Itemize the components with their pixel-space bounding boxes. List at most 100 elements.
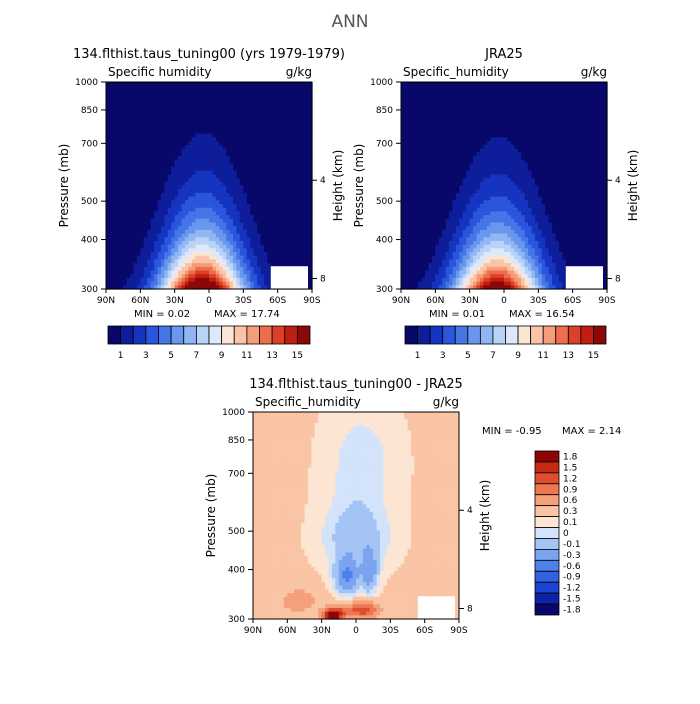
heatmap-cell <box>216 189 220 193</box>
heatmap-cell <box>425 237 429 241</box>
heatmap-cell <box>305 112 309 116</box>
heatmap-cell <box>466 267 470 271</box>
heatmap-cell <box>281 145 285 149</box>
heatmap-cell <box>401 97 405 101</box>
heatmap-cell <box>195 237 199 241</box>
heatmap-cell <box>106 193 110 197</box>
heatmap-cell <box>453 97 457 101</box>
heatmap-cell <box>261 100 265 104</box>
heatmap-cell <box>404 100 408 104</box>
heatmap-cell <box>127 230 131 234</box>
heatmap-cell <box>250 204 254 208</box>
heatmap-cell <box>274 104 278 108</box>
heatmap-cell <box>240 137 244 141</box>
heatmap-cell <box>209 89 213 93</box>
heatmap-cell <box>487 237 491 241</box>
heatmap-cell <box>130 137 134 141</box>
heatmap-cell <box>144 156 148 160</box>
heatmap-cell <box>432 104 436 108</box>
heatmap-cell <box>113 130 117 134</box>
heatmap-cell <box>182 160 186 164</box>
heatmap-cell <box>223 93 227 97</box>
heatmap-cell <box>453 189 457 193</box>
colorbar-label: 3 <box>143 351 149 361</box>
min-label: MIN = 0.02 <box>134 309 190 320</box>
heatmap-cell <box>175 219 179 223</box>
heatmap-cell <box>158 115 162 119</box>
heatmap-cell <box>477 278 481 282</box>
heatmap-cell <box>428 93 432 97</box>
heatmap-cell <box>137 149 141 153</box>
heatmap-cell <box>267 130 271 134</box>
heatmap-cell <box>127 178 131 182</box>
heatmap-cell <box>140 278 144 282</box>
heatmap-cell <box>261 271 265 275</box>
heatmap-cell <box>459 171 463 175</box>
heatmap-cell <box>158 189 162 193</box>
heatmap-cell <box>401 86 405 90</box>
heatmap-cell <box>140 112 144 116</box>
heatmap-cell <box>199 178 203 182</box>
heatmap-cell <box>267 123 271 127</box>
heatmap-cell <box>425 126 429 130</box>
heatmap-cell <box>236 200 240 204</box>
heatmap-cell <box>271 197 275 201</box>
heatmap-cell <box>154 274 158 278</box>
heatmap-cell <box>487 156 491 160</box>
heatmap-cell <box>185 86 189 90</box>
heatmap-cell <box>178 104 182 108</box>
heatmap-cell <box>185 189 189 193</box>
heatmap-cell <box>264 134 268 138</box>
heatmap-cell <box>236 145 240 149</box>
heatmap-cell <box>404 89 408 93</box>
heatmap-cell <box>216 171 220 175</box>
heatmap-cell <box>494 278 498 282</box>
heatmap-cell <box>123 186 127 190</box>
heatmap-cell <box>490 215 494 219</box>
heatmap-cell <box>185 160 189 164</box>
heatmap-cell <box>151 259 155 263</box>
heatmap-cell <box>466 226 470 230</box>
heatmap-cell <box>212 278 216 282</box>
heatmap-cell <box>123 82 127 86</box>
heatmap-cell <box>127 219 131 223</box>
heatmap-cell <box>446 230 450 234</box>
heatmap-cell <box>236 130 240 134</box>
heatmap-cell <box>422 215 426 219</box>
heatmap-cell <box>404 211 408 215</box>
heatmap-cell <box>483 222 487 226</box>
heatmap-cell <box>470 86 474 90</box>
heatmap-cell <box>154 271 158 275</box>
heatmap-cell <box>494 197 498 201</box>
heatmap-cell <box>158 204 162 208</box>
heatmap-cell <box>267 112 271 116</box>
heatmap-cell <box>195 119 199 123</box>
heatmap-cell <box>137 182 141 186</box>
heatmap-cell <box>233 86 237 90</box>
heatmap-cell <box>428 112 432 116</box>
heatmap-cell <box>466 178 470 182</box>
heatmap-cell <box>483 182 487 186</box>
heatmap-cell <box>127 100 131 104</box>
heatmap-cell <box>212 163 216 167</box>
heatmap-cell <box>264 86 268 90</box>
heatmap-cell <box>164 230 168 234</box>
heatmap-cell <box>291 200 295 204</box>
heatmap-cell <box>295 89 299 93</box>
heatmap-cell <box>411 171 415 175</box>
heatmap-cell <box>456 174 460 178</box>
heatmap-cell <box>109 149 113 153</box>
heatmap-cell <box>158 137 162 141</box>
heatmap-cell <box>212 171 216 175</box>
heatmap-cell <box>226 208 230 212</box>
heatmap-cell <box>449 115 453 119</box>
heatmap-cell <box>243 226 247 230</box>
heatmap-cell <box>490 174 494 178</box>
heatmap-cell <box>288 93 292 97</box>
heatmap-cell <box>401 89 405 93</box>
heatmap-cell <box>453 211 457 215</box>
heatmap-cell <box>230 163 234 167</box>
heatmap-cell <box>432 267 436 271</box>
heatmap-cell <box>446 156 450 160</box>
heatmap-cell <box>422 123 426 127</box>
